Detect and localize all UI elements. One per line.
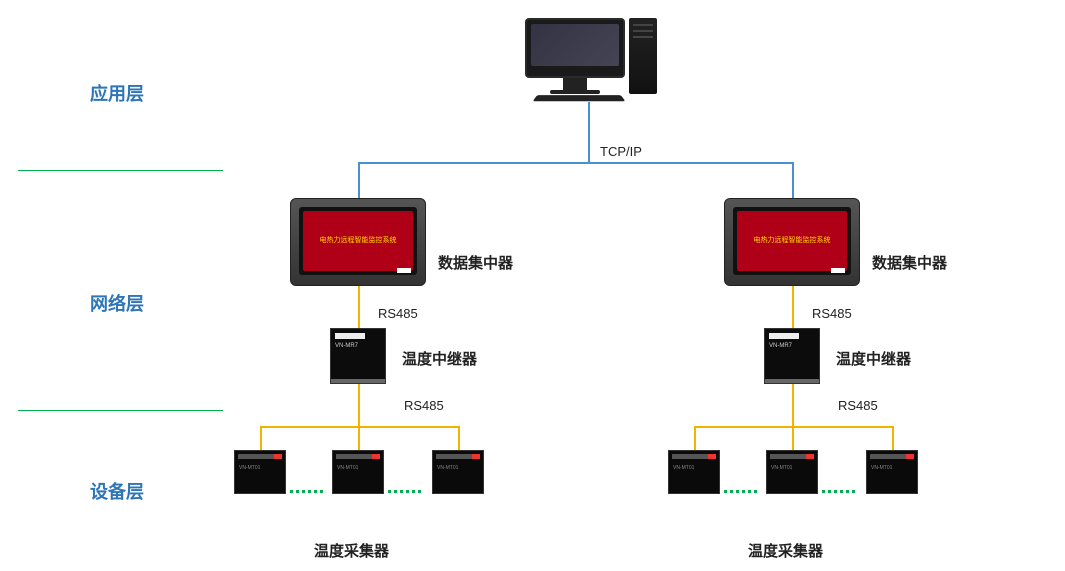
temperature-collector-icon: VN-MT01 <box>668 450 720 494</box>
concentrator-label: 数据集中器 <box>438 252 513 273</box>
data-concentrator-icon: 电热力远程智能监控系统 <box>290 198 426 286</box>
concentrator-screen-text: 电热力远程智能监控系统 <box>320 237 397 245</box>
temperature-collector-icon: VN-MT01 <box>866 450 918 494</box>
relay-label: 温度中继器 <box>836 348 911 369</box>
rs485-label: RS485 <box>838 398 878 413</box>
temperature-collector-icon: VN-MT01 <box>234 450 286 494</box>
layer-label-net: 网络层 <box>90 290 144 316</box>
layer-label-app: 应用层 <box>90 80 144 106</box>
data-concentrator-icon: 电热力远程智能监控系统 <box>724 198 860 286</box>
rs485-label: RS485 <box>812 306 852 321</box>
connector-line <box>892 426 894 450</box>
temperature-relay-icon: VN-MR7 <box>330 328 386 384</box>
concentrator-label: 数据集中器 <box>872 252 947 273</box>
connector-line <box>358 426 360 450</box>
tcpip-label: TCP/IP <box>600 144 642 159</box>
temperature-relay-icon: VN-MR7 <box>764 328 820 384</box>
connector-line <box>358 162 794 164</box>
concentrator-screen-text: 电热力远程智能监控系统 <box>754 237 831 245</box>
connector-line <box>792 162 794 198</box>
ellipsis-dots <box>388 488 421 494</box>
temperature-collector-icon: VN-MT01 <box>766 450 818 494</box>
rs485-label: RS485 <box>404 398 444 413</box>
ellipsis-dots <box>290 488 323 494</box>
temperature-collector-icon: VN-MT01 <box>332 450 384 494</box>
separator-line <box>18 170 223 171</box>
layer-label-dev: 设备层 <box>90 478 144 504</box>
collector-label: 温度采集器 <box>314 540 389 561</box>
rs485-label: RS485 <box>378 306 418 321</box>
connector-line <box>792 286 794 328</box>
connector-line <box>358 286 360 328</box>
connector-line <box>694 426 894 428</box>
connector-line <box>358 384 360 426</box>
computer-icon <box>525 18 625 94</box>
connector-line <box>358 162 360 198</box>
temperature-collector-icon: VN-MT01 <box>432 450 484 494</box>
collector-label: 温度采集器 <box>748 540 823 561</box>
connector-line <box>588 102 590 162</box>
ellipsis-dots <box>724 488 757 494</box>
ellipsis-dots <box>822 488 855 494</box>
connector-line <box>792 426 794 450</box>
separator-line <box>18 410 223 411</box>
connector-line <box>260 426 262 450</box>
connector-line <box>260 426 460 428</box>
connector-line <box>792 384 794 426</box>
connector-line <box>458 426 460 450</box>
connector-line <box>694 426 696 450</box>
relay-label: 温度中继器 <box>402 348 477 369</box>
